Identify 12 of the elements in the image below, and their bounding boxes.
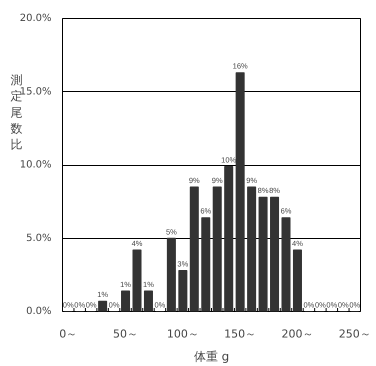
y-tick-label: 20.0% [20, 13, 52, 24]
x-tick-label: 50～ [113, 328, 138, 340]
x-tick-label: 0～ [59, 328, 78, 340]
y-tick-label: 5.0% [26, 232, 52, 244]
x-axis-title: 体重 g [194, 350, 230, 364]
x-tick-label: 250～ [338, 328, 371, 340]
y-tick-label: 0.0% [26, 306, 52, 317]
y-tick-label: 10.0% [20, 160, 52, 170]
x-tick-label: 200～ [281, 328, 314, 340]
x-tick-label: 150～ [224, 328, 256, 340]
x-tick-label: 100～ [166, 328, 199, 340]
y-tick-label: 15.0% [20, 86, 52, 98]
